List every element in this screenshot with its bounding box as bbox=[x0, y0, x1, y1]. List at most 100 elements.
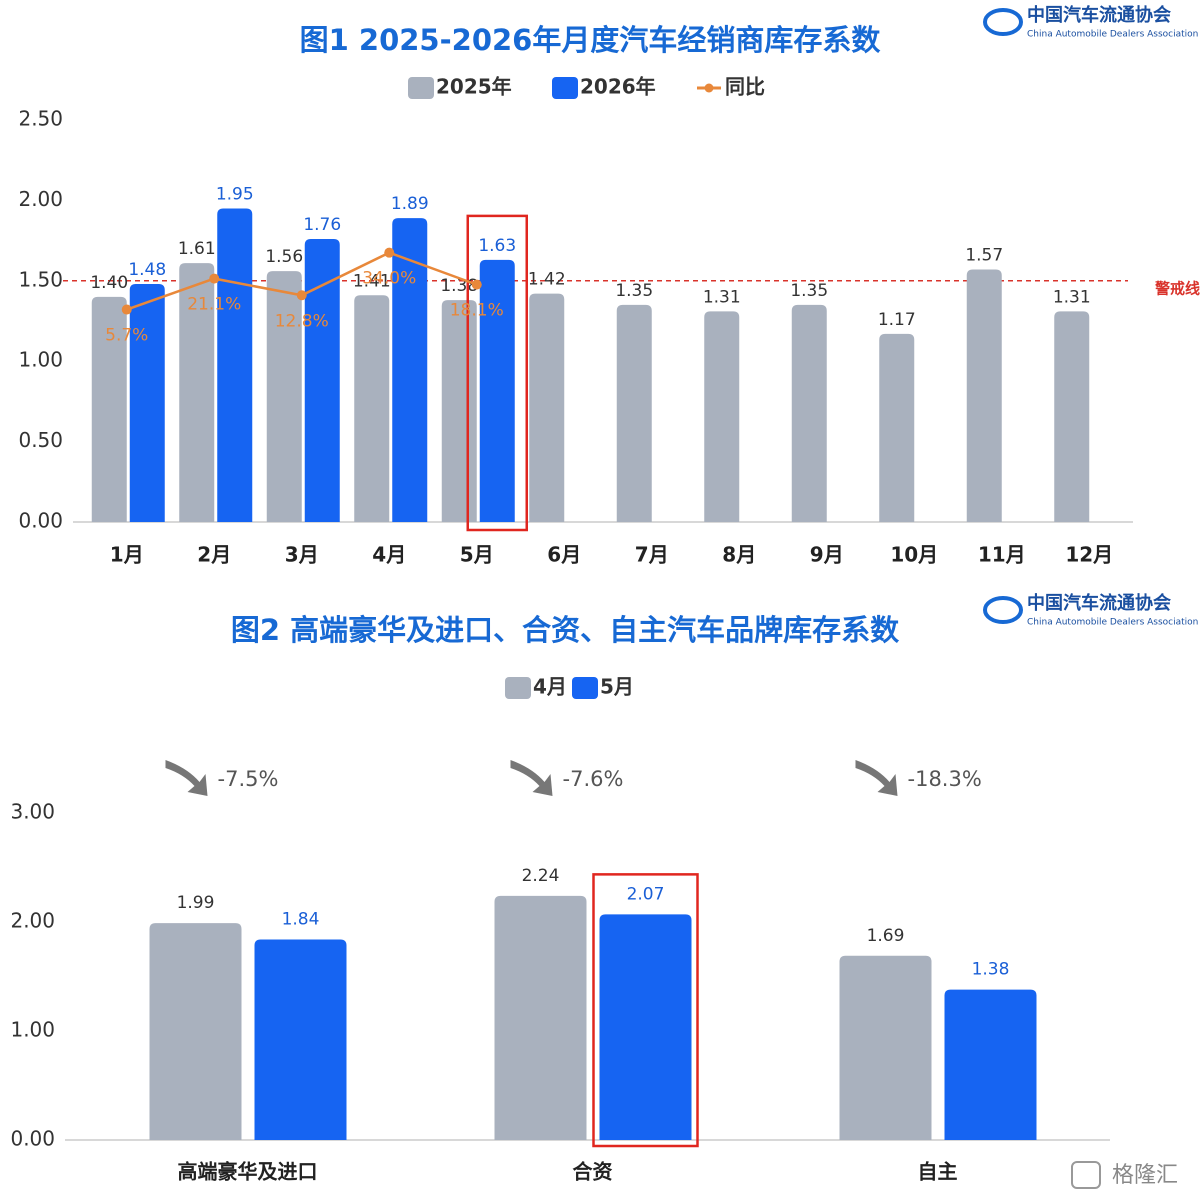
y-tick-label: 3.00 bbox=[10, 800, 55, 824]
x-tick-label: 6月 bbox=[547, 543, 581, 567]
y-tick-label: 0.00 bbox=[18, 509, 63, 533]
data-label: 21.1% bbox=[187, 295, 241, 315]
y-tick-label: 1.50 bbox=[18, 267, 63, 291]
x-tick-label: 10月 bbox=[890, 543, 938, 567]
x-tick-label: 4月 bbox=[372, 543, 406, 567]
line-point bbox=[209, 273, 220, 284]
line-point bbox=[121, 304, 132, 315]
bar bbox=[392, 218, 428, 522]
y-tick-label: 2.50 bbox=[18, 107, 63, 131]
data-label: 1.41 bbox=[353, 271, 391, 291]
data-label: 1.35 bbox=[790, 281, 828, 301]
bar bbox=[966, 269, 1002, 522]
bar bbox=[91, 296, 127, 522]
x-tick-label: 自主 bbox=[918, 1160, 958, 1184]
bar bbox=[704, 311, 740, 522]
bar bbox=[266, 271, 302, 522]
y-tick-label: 0.00 bbox=[10, 1127, 55, 1151]
legend-label: 同比 bbox=[725, 75, 765, 99]
data-label: 1.63 bbox=[478, 236, 516, 256]
highlight-box bbox=[592, 873, 699, 1148]
data-label: 1.42 bbox=[528, 270, 566, 290]
logo-text: 中国汽车流通协会 bbox=[1027, 592, 1171, 614]
data-label: 1.31 bbox=[703, 287, 741, 307]
data-label: 5.7% bbox=[105, 326, 148, 346]
data-label: 1.17 bbox=[878, 310, 916, 330]
x-tick-label: 7月 bbox=[635, 543, 669, 567]
bar bbox=[149, 923, 242, 1140]
data-label: 1.57 bbox=[965, 246, 1003, 266]
x-tick-label: 9月 bbox=[810, 543, 844, 567]
data-label: 12.8% bbox=[275, 311, 329, 331]
legend-label: 2026年 bbox=[580, 75, 656, 99]
bar bbox=[441, 300, 477, 522]
data-label: 1.99 bbox=[177, 893, 215, 913]
data-label: 34.0% bbox=[362, 269, 416, 289]
x-tick-label: 高端豪华及进口 bbox=[178, 1160, 318, 1184]
bar bbox=[839, 955, 932, 1140]
trend-arrow bbox=[165, 760, 208, 796]
y-tick-label: 2.00 bbox=[10, 909, 55, 933]
x-tick-label: 合资 bbox=[573, 1160, 613, 1184]
y-tick-label: 1.00 bbox=[10, 1018, 55, 1042]
bar bbox=[179, 263, 215, 522]
legend-swatch bbox=[505, 677, 531, 699]
change-label: -7.6% bbox=[563, 767, 624, 791]
data-label: 1.84 bbox=[282, 909, 320, 929]
x-tick-label: 1月 bbox=[110, 543, 144, 567]
logo-text: 中国汽车流通协会 bbox=[1027, 4, 1171, 26]
data-label: 1.56 bbox=[265, 247, 303, 267]
credit-badge: 格隆汇 bbox=[1071, 1161, 1178, 1189]
y-tick-label: 2.00 bbox=[18, 187, 63, 211]
data-label: 2.24 bbox=[522, 866, 560, 886]
y-tick-label: 0.50 bbox=[18, 428, 63, 452]
change-label: -18.3% bbox=[908, 767, 982, 791]
bar bbox=[304, 238, 340, 522]
legend-dot bbox=[704, 83, 714, 93]
data-label: 1.38 bbox=[972, 960, 1010, 980]
chart-title: 图2 高端豪华及进口、合资、自主汽车品牌库存系数 bbox=[231, 613, 900, 647]
bar bbox=[354, 295, 390, 522]
credit-icon bbox=[1071, 1161, 1101, 1189]
bar bbox=[129, 284, 165, 522]
bar bbox=[217, 208, 253, 522]
line-point bbox=[471, 279, 482, 290]
legend-label: 5月 bbox=[600, 675, 634, 699]
data-label: 1.89 bbox=[391, 194, 429, 214]
bar bbox=[1054, 311, 1090, 522]
chart-1: 图1 2025-2026年月度汽车经销商库存系数 中国汽车流通协会 China Au… bbox=[18, 4, 1200, 567]
logo-icon bbox=[983, 8, 1023, 36]
legend-label: 4月 bbox=[533, 675, 567, 699]
bar bbox=[879, 333, 915, 522]
line-point bbox=[384, 247, 395, 258]
bar bbox=[529, 293, 565, 522]
y-tick-label: 1.00 bbox=[18, 348, 63, 372]
data-label: 1.40 bbox=[90, 273, 128, 293]
data-label: 1.95 bbox=[216, 184, 254, 204]
data-label: 1.76 bbox=[303, 215, 341, 235]
data-label: 1.61 bbox=[178, 239, 216, 259]
data-label: 1.31 bbox=[1053, 287, 1091, 307]
data-label: 2.07 bbox=[627, 884, 665, 904]
x-tick-label: 3月 bbox=[285, 543, 319, 567]
x-tick-label: 12月 bbox=[1065, 543, 1113, 567]
logo-icon bbox=[983, 596, 1023, 624]
data-label: 1.35 bbox=[615, 281, 653, 301]
x-tick-label: 8月 bbox=[722, 543, 756, 567]
data-label: 1.69 bbox=[867, 926, 905, 946]
legend-swatch bbox=[552, 77, 578, 99]
change-label: -7.5% bbox=[218, 767, 279, 791]
bar bbox=[616, 304, 652, 522]
data-label: 18.1% bbox=[450, 301, 504, 321]
highlight-box bbox=[466, 214, 528, 532]
credit: 格隆汇 bbox=[1112, 1163, 1178, 1188]
bar bbox=[479, 259, 515, 522]
bar bbox=[791, 304, 827, 522]
threshold-label: 警戒线 bbox=[1154, 279, 1200, 297]
data-label: 1.48 bbox=[128, 260, 166, 280]
bar bbox=[599, 914, 692, 1140]
line-point bbox=[296, 290, 307, 301]
legend-swatch bbox=[408, 77, 434, 99]
bar bbox=[494, 895, 587, 1140]
